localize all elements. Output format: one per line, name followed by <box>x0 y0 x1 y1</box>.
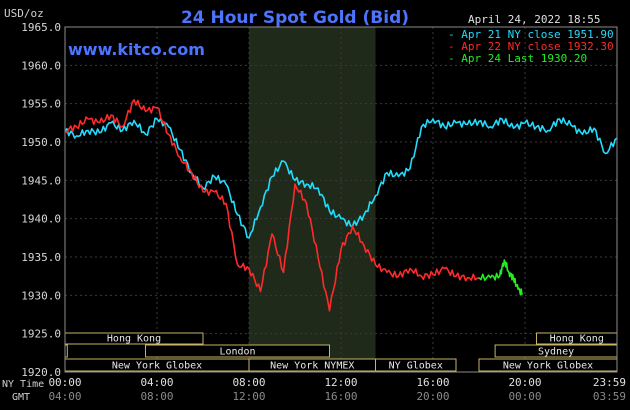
x-tick-label-gmt: 20:00 <box>416 390 449 403</box>
y-axis-unit: USD/oz <box>4 7 44 20</box>
y-tick-label: 1950.0 <box>21 136 61 149</box>
session-london: London <box>145 344 330 358</box>
svg-text:New York Globex: New York Globex <box>503 361 593 372</box>
x-tick-label-ny: 08:00 <box>232 376 265 389</box>
x-tick-label-gmt: 03:59 <box>593 390 626 403</box>
gmt-label: GMT <box>12 392 30 403</box>
series-line-apr24 <box>478 259 523 296</box>
x-tick-label-gmt: 04:00 <box>48 390 81 403</box>
x-tick-label-ny: 20:00 <box>508 376 541 389</box>
session-sydney: Sydney <box>494 344 618 358</box>
svg-text:London: London <box>219 347 255 358</box>
nymex-session-band <box>249 27 376 372</box>
svg-text:Sydney: Sydney <box>538 347 574 358</box>
plot-frame <box>64 26 618 373</box>
svg-text:New York Globex: New York Globex <box>112 361 202 372</box>
x-tick-label-gmt: 12:00 <box>232 390 265 403</box>
y-tick-label: 1930.0 <box>21 289 61 302</box>
svg-text:Hong Kong: Hong Kong <box>550 334 604 345</box>
y-tick-label: 1945.0 <box>21 174 61 187</box>
y-tick-label: 1925.0 <box>21 328 61 341</box>
x-tick-label-gmt: 16:00 <box>324 390 357 403</box>
y-tick-label: 1965.0 <box>21 21 61 34</box>
legend-apr21: - Apr 21 NY close 1951.90 <box>448 28 614 41</box>
ny-time-label: NY Time <box>2 379 44 390</box>
x-tick-label-ny: 04:00 <box>140 376 173 389</box>
series-line-apr21 <box>64 117 618 239</box>
session-ny-globex-next: New York Globex <box>478 358 618 372</box>
session-hong-kong-next: Hong Kong <box>536 332 618 345</box>
y-tick-label: 1920.0 <box>21 366 61 379</box>
legend-apr24: - Apr 24 Last 1930.20 <box>448 52 587 65</box>
x-tick-label-ny: 12:00 <box>324 376 357 389</box>
series-line-apr22 <box>64 99 480 312</box>
y-tick-label: 1935.0 <box>21 251 61 264</box>
svg-text:Hong Kong: Hong Kong <box>107 334 161 345</box>
watermark-url: www.kitco.com <box>68 40 205 59</box>
svg-text:New York NYMEX: New York NYMEX <box>270 361 354 372</box>
svg-text:NY Globex: NY Globex <box>389 361 443 372</box>
x-tick-label-gmt: 08:00 <box>140 390 173 403</box>
session-ny-globex: New York Globex <box>64 358 250 372</box>
session-ny-globex-late: NY Globex <box>375 358 457 372</box>
x-tick-label-gmt: 00:00 <box>508 390 541 403</box>
y-tick-label: 1940.0 <box>21 213 61 226</box>
y-tick-label: 1960.0 <box>21 59 61 72</box>
session-ny-nymex: New York NYMEX <box>248 358 376 372</box>
session-hong-kong: Hong Kong <box>64 332 204 345</box>
x-tick-label-ny: 16:00 <box>416 376 449 389</box>
legend-apr22: - Apr 22 NY close 1932.30 <box>448 40 614 53</box>
y-tick-label: 1955.0 <box>21 98 61 111</box>
chart-title: 24 Hour Spot Gold (Bid) <box>181 8 409 28</box>
chart-date: April 24, 2022 18:55 <box>468 13 600 26</box>
x-tick-label-ny: 23:59 <box>593 376 626 389</box>
x-tick-label-ny: 00:00 <box>48 376 81 389</box>
